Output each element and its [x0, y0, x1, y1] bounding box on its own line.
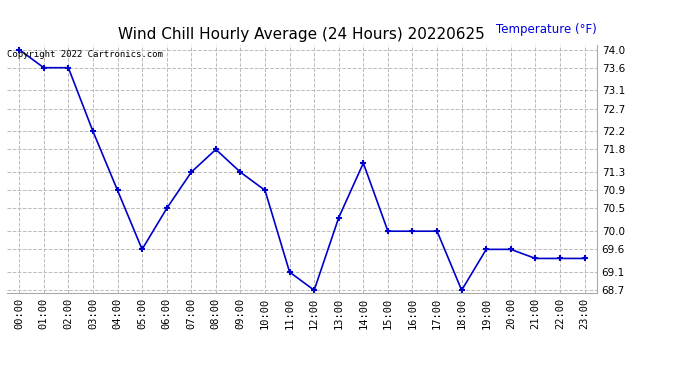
Text: Temperature (°F): Temperature (°F) [496, 23, 597, 36]
Title: Wind Chill Hourly Average (24 Hours) 20220625: Wind Chill Hourly Average (24 Hours) 202… [119, 27, 485, 42]
Text: Copyright 2022 Cartronics.com: Copyright 2022 Cartronics.com [8, 50, 164, 59]
